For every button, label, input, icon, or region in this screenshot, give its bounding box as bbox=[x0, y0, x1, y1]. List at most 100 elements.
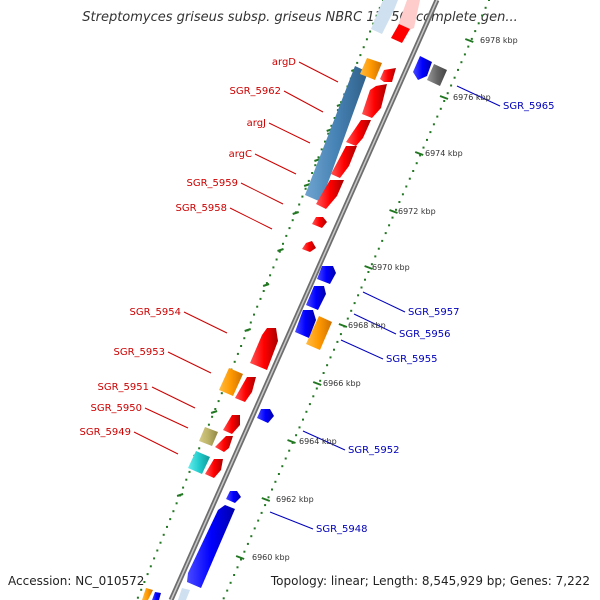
gene-label-sgr-5955[interactable]: SGR_5955 bbox=[386, 354, 438, 365]
gene-feature[interactable] bbox=[331, 146, 357, 178]
tick-label-6972: 6972 kbp bbox=[398, 207, 436, 216]
gene-feature[interactable] bbox=[235, 377, 256, 402]
gene-label-sgr-5954[interactable]: SGR_5954 bbox=[130, 307, 182, 318]
track-dot bbox=[233, 360, 236, 363]
track-dot bbox=[288, 227, 291, 230]
track-dot bbox=[284, 457, 287, 460]
gene-feature[interactable] bbox=[205, 459, 223, 478]
track-dot bbox=[336, 340, 339, 343]
track-dot bbox=[207, 423, 210, 426]
gene-feature[interactable] bbox=[215, 436, 233, 452]
gene-label-sgr-5949[interactable]: SGR_5949 bbox=[80, 427, 132, 438]
gene-feature[interactable] bbox=[317, 266, 336, 284]
gene-label-argd[interactable]: argD bbox=[272, 57, 296, 68]
track-dot bbox=[257, 519, 260, 522]
gene-feature[interactable] bbox=[346, 120, 371, 146]
track-dot bbox=[291, 219, 294, 222]
gene-feature[interactable] bbox=[305, 66, 368, 202]
track-dot bbox=[249, 321, 252, 324]
track-dot bbox=[315, 387, 318, 390]
track-dot bbox=[330, 124, 333, 127]
gene-label-argj[interactable]: argJ bbox=[247, 118, 266, 129]
track-dot bbox=[175, 502, 178, 505]
gene-feature[interactable] bbox=[152, 592, 161, 600]
gene-label-sgr-5962[interactable]: SGR_5962 bbox=[230, 86, 282, 97]
gene-feature[interactable] bbox=[188, 451, 210, 474]
gene-label-sgr-5953[interactable]: SGR_5953 bbox=[114, 347, 166, 358]
gene-label-sgr-5952[interactable]: SGR_5952 bbox=[348, 445, 400, 456]
gene-feature[interactable] bbox=[312, 217, 327, 228]
right-gene-labels: SGR_5965 SGR_5957 SGR_5956 SGR_5955 SGR_… bbox=[316, 101, 555, 535]
gene-feature[interactable] bbox=[302, 241, 316, 252]
gene-label-sgr-5950[interactable]: SGR_5950 bbox=[91, 403, 143, 414]
scale-tick bbox=[389, 209, 398, 214]
right-tick-track bbox=[222, 0, 490, 600]
track-dot bbox=[405, 185, 408, 188]
track-dot bbox=[317, 156, 320, 159]
tick-label-6968: 6968 kbp bbox=[348, 321, 386, 330]
track-dot bbox=[320, 148, 323, 151]
gene-feature[interactable] bbox=[380, 68, 396, 82]
track-dot bbox=[188, 470, 191, 473]
gene-label-sgr-5959[interactable]: SGR_5959 bbox=[187, 178, 239, 189]
track-dot bbox=[269, 274, 272, 277]
gene-feature[interactable] bbox=[360, 58, 382, 80]
track-dot bbox=[357, 294, 360, 297]
label-leader-line bbox=[353, 313, 397, 335]
track-dot bbox=[275, 258, 278, 261]
track-dot bbox=[369, 30, 372, 33]
gene-feature[interactable] bbox=[413, 56, 432, 80]
track-dot bbox=[140, 588, 143, 591]
gene-label-argc[interactable]: argC bbox=[229, 149, 252, 160]
gene-feature[interactable] bbox=[306, 286, 326, 310]
track-dot bbox=[336, 109, 339, 112]
gene-feature[interactable] bbox=[397, 0, 420, 32]
gene-label-sgr-5951[interactable]: SGR_5951 bbox=[98, 382, 150, 393]
scale-tick bbox=[244, 328, 252, 332]
label-leader-line bbox=[269, 511, 314, 530]
track-dot bbox=[243, 550, 246, 553]
track-dot bbox=[240, 558, 242, 561]
gene-feature[interactable] bbox=[250, 328, 278, 370]
track-dot bbox=[329, 356, 332, 359]
gene-label-sgr-5948[interactable]: SGR_5948 bbox=[316, 524, 368, 535]
track-dot bbox=[481, 14, 484, 17]
tick-label-6960: 6960 kbp bbox=[252, 553, 290, 562]
gene-label-sgr-5958[interactable]: SGR_5958 bbox=[176, 203, 228, 214]
gene-label-sgr-5965[interactable]: SGR_5965 bbox=[503, 101, 555, 112]
gene-feature[interactable] bbox=[226, 491, 241, 503]
gene-feature[interactable] bbox=[316, 180, 344, 209]
gene-feature[interactable] bbox=[199, 427, 218, 446]
genome-summary-text: Topology: linear; Length: 8,545,929 bp; … bbox=[270, 574, 590, 588]
track-dot bbox=[443, 100, 446, 102]
left-tick-track bbox=[136, 0, 384, 599]
track-dot bbox=[377, 247, 380, 250]
label-leader-line bbox=[183, 311, 228, 334]
accession-text: Accession: NC_010572 bbox=[8, 574, 145, 588]
gene-feature[interactable] bbox=[362, 84, 387, 118]
gene-feature[interactable] bbox=[306, 316, 332, 350]
gene-feature[interactable] bbox=[142, 588, 153, 600]
gene-feature[interactable] bbox=[223, 415, 240, 434]
gene-feature[interactable] bbox=[371, 0, 398, 34]
scale-tick bbox=[235, 555, 245, 560]
track-dot bbox=[182, 486, 185, 489]
track-dot bbox=[436, 115, 439, 118]
gene-feature[interactable] bbox=[219, 368, 243, 396]
gene-label-sgr-5957[interactable]: SGR_5957 bbox=[408, 307, 460, 318]
track-dot bbox=[412, 170, 415, 172]
gene-label-sgr-5956[interactable]: SGR_5956 bbox=[399, 329, 451, 340]
gene-feature[interactable] bbox=[391, 24, 410, 43]
gene-feature[interactable] bbox=[257, 409, 274, 423]
gene-feature[interactable] bbox=[187, 505, 235, 588]
gene-feature[interactable] bbox=[295, 310, 316, 338]
track-dot bbox=[360, 286, 363, 289]
gene-feature[interactable] bbox=[427, 64, 447, 86]
track-dot bbox=[236, 566, 239, 569]
gene-feature[interactable] bbox=[178, 588, 190, 600]
track-dot bbox=[278, 250, 281, 253]
track-dot bbox=[474, 30, 477, 33]
track-dot bbox=[484, 6, 487, 9]
track-dot bbox=[267, 496, 270, 499]
